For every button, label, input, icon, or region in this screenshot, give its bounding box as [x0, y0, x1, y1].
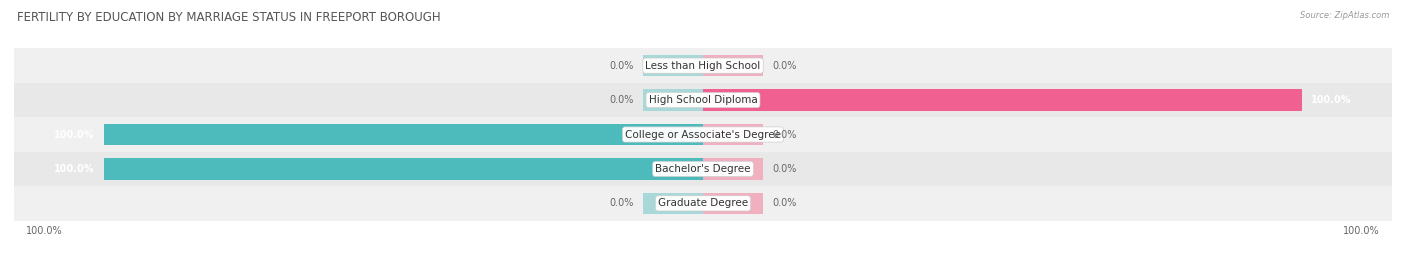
Bar	[0, 83, 1406, 117]
Text: 0.0%: 0.0%	[772, 198, 796, 208]
Text: 100.0%: 100.0%	[1310, 95, 1351, 105]
Text: Source: ZipAtlas.com: Source: ZipAtlas.com	[1299, 11, 1389, 20]
Bar	[643, 55, 703, 76]
Text: High School Diploma: High School Diploma	[648, 95, 758, 105]
Bar	[0, 117, 1406, 152]
Text: 0.0%: 0.0%	[772, 61, 796, 71]
Text: 0.0%: 0.0%	[610, 61, 634, 71]
Text: 0.0%: 0.0%	[772, 164, 796, 174]
Bar	[703, 124, 763, 145]
Bar	[703, 158, 763, 180]
Bar	[0, 152, 1406, 186]
Text: 0.0%: 0.0%	[610, 198, 634, 208]
Bar	[703, 55, 763, 76]
Text: 0.0%: 0.0%	[610, 95, 634, 105]
Text: 100.0%: 100.0%	[27, 226, 63, 236]
Text: Bachelor's Degree: Bachelor's Degree	[655, 164, 751, 174]
Text: 0.0%: 0.0%	[772, 129, 796, 140]
Text: 100.0%: 100.0%	[55, 164, 96, 174]
Text: 100.0%: 100.0%	[1343, 226, 1379, 236]
Bar	[643, 193, 703, 214]
Bar	[703, 193, 763, 214]
Bar	[703, 89, 1302, 111]
Text: College or Associate's Degree: College or Associate's Degree	[626, 129, 780, 140]
Bar	[0, 48, 1406, 83]
Text: Graduate Degree: Graduate Degree	[658, 198, 748, 208]
Bar	[104, 158, 703, 180]
Text: FERTILITY BY EDUCATION BY MARRIAGE STATUS IN FREEPORT BOROUGH: FERTILITY BY EDUCATION BY MARRIAGE STATU…	[17, 11, 440, 24]
Bar	[104, 124, 703, 145]
Bar	[643, 89, 703, 111]
Text: 100.0%: 100.0%	[55, 129, 96, 140]
Bar	[0, 186, 1406, 221]
Text: Less than High School: Less than High School	[645, 61, 761, 71]
